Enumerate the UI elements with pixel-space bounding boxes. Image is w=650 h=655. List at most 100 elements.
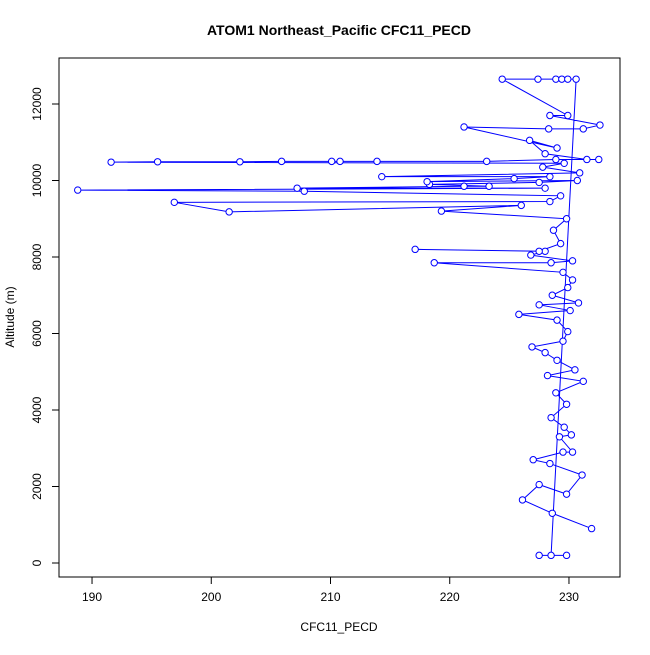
point — [562, 551, 571, 560]
point — [534, 75, 542, 83]
point — [562, 490, 571, 498]
point — [568, 448, 577, 456]
point — [460, 123, 468, 131]
point — [578, 471, 586, 479]
point — [546, 197, 554, 206]
point — [573, 176, 582, 185]
point — [552, 389, 560, 397]
point — [564, 75, 572, 83]
x-tick-label: 200 — [201, 590, 221, 604]
point — [170, 198, 179, 207]
point — [535, 178, 543, 187]
y-axis-title: Altitude (m) — [3, 286, 17, 347]
x-axis-title: CFC11_PECD — [300, 620, 377, 634]
y-tick-label: 0 — [30, 559, 44, 566]
point — [547, 551, 555, 560]
point — [423, 177, 431, 186]
chart-title: ATOM1 Northeast_Pacific CFC11_PECD — [207, 22, 471, 38]
point — [553, 356, 561, 364]
point — [528, 343, 536, 351]
point — [562, 215, 571, 223]
point — [572, 75, 580, 83]
point — [562, 400, 571, 408]
point — [153, 158, 162, 166]
point — [543, 371, 552, 380]
point — [548, 509, 556, 517]
point — [560, 423, 568, 431]
point — [574, 299, 583, 307]
point — [529, 456, 537, 464]
point — [564, 111, 572, 120]
point — [559, 448, 567, 456]
point — [293, 184, 301, 192]
point — [552, 155, 560, 164]
point — [437, 207, 446, 215]
series-line — [77, 78, 601, 556]
y-tick-label: 2000 — [30, 473, 44, 500]
point — [575, 169, 584, 177]
point — [541, 184, 549, 192]
point — [510, 174, 518, 183]
point — [559, 337, 567, 345]
point — [552, 75, 560, 83]
y-tick-label: 12000 — [30, 87, 44, 121]
point — [541, 150, 549, 158]
point — [548, 291, 556, 299]
point — [568, 257, 577, 265]
point — [225, 208, 233, 216]
point — [430, 259, 438, 267]
point — [546, 172, 554, 181]
point — [587, 524, 596, 533]
point — [336, 157, 344, 166]
plot-frame — [58, 57, 621, 578]
point — [541, 247, 549, 255]
point — [300, 187, 308, 195]
point — [460, 182, 468, 190]
point — [544, 125, 553, 133]
point — [579, 125, 587, 133]
point — [515, 310, 523, 319]
y-tick-label: 10000 — [30, 164, 44, 198]
point — [535, 551, 543, 560]
point — [546, 111, 554, 120]
point — [560, 159, 568, 167]
point — [553, 144, 561, 152]
point — [327, 157, 336, 166]
point — [559, 268, 567, 277]
point — [539, 163, 547, 171]
point — [517, 201, 525, 210]
point — [107, 158, 115, 166]
point — [498, 75, 506, 83]
point — [553, 316, 561, 324]
point — [567, 431, 576, 439]
point — [549, 226, 558, 234]
point — [373, 157, 381, 166]
point — [485, 182, 493, 190]
y-tick-label: 6000 — [30, 320, 44, 347]
point — [378, 172, 386, 181]
point — [555, 433, 564, 441]
point — [568, 276, 577, 284]
point — [556, 239, 565, 248]
point — [547, 259, 555, 267]
x-tick-label: 190 — [82, 590, 102, 604]
point — [525, 136, 534, 145]
x-tick-label: 230 — [559, 590, 579, 604]
point — [558, 75, 566, 83]
point — [535, 301, 543, 309]
point — [556, 192, 565, 200]
point — [541, 348, 549, 357]
point — [527, 251, 535, 259]
x-tick-label: 220 — [440, 590, 460, 604]
point — [564, 327, 572, 336]
point — [583, 155, 591, 164]
point — [411, 245, 419, 254]
point — [546, 459, 554, 468]
y-tick-label: 4000 — [30, 396, 44, 423]
point — [74, 186, 82, 194]
point — [566, 306, 574, 315]
point — [596, 121, 604, 129]
point — [277, 157, 286, 166]
